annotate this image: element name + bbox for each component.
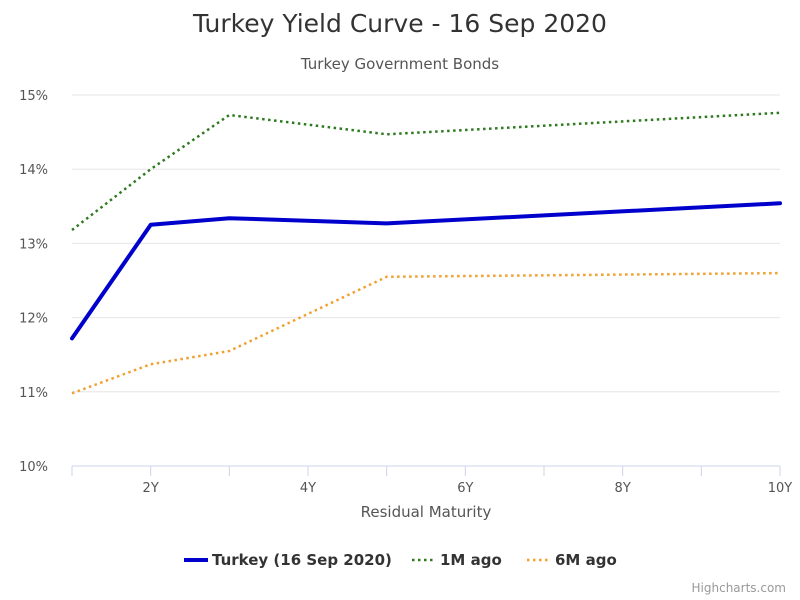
legend-label-2: 6M ago: [555, 551, 617, 569]
x-tick-label: 6Y: [457, 481, 473, 496]
legend-label-1: 1M ago: [440, 551, 502, 569]
x-tick-label: 10Y: [768, 481, 793, 496]
y-tick-label: 10%: [19, 460, 48, 475]
y-tick-label: 15%: [19, 89, 48, 104]
chart-subtitle: Turkey Government Bonds: [300, 55, 499, 73]
series-line-2: [71, 271, 781, 395]
x-tick-label: 8Y: [615, 481, 631, 496]
series-line-0: [70, 201, 782, 341]
y-tick-label: 14%: [19, 163, 48, 178]
credits-label: Highcharts.com: [692, 581, 786, 595]
x-axis-label: Residual Maturity: [361, 503, 492, 521]
y-tick-label: 11%: [19, 386, 48, 401]
x-tick-label: 2Y: [143, 481, 159, 496]
y-tick-label: 12%: [19, 312, 48, 327]
x-tick-label: 4Y: [300, 481, 316, 496]
y-tick-label: 13%: [19, 237, 48, 252]
chart-title: Turkey Yield Curve - 16 Sep 2020: [192, 9, 607, 38]
series-line-1: [71, 111, 781, 231]
legend-label-0: Turkey (16 Sep 2020): [212, 551, 392, 569]
